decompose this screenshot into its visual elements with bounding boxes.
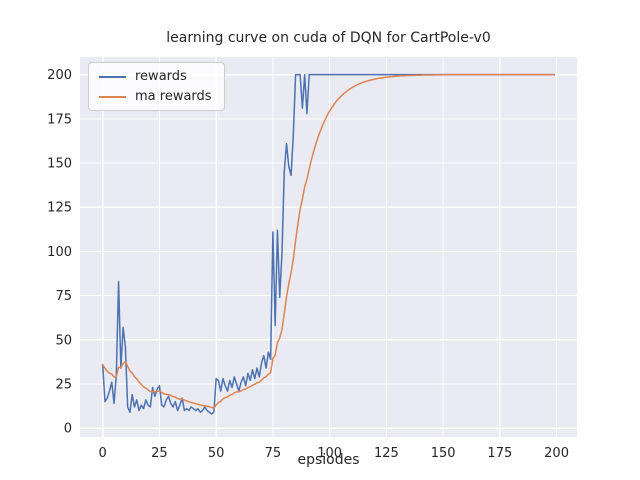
x-tick-label: 200: [544, 446, 569, 461]
legend-item-rewards: rewards: [99, 70, 212, 83]
x-tick-label: 125: [374, 446, 399, 461]
y-tick-label: 25: [55, 377, 72, 392]
x-tick-label: 0: [99, 446, 107, 461]
legend-item-ma-rewards: ma rewards: [99, 90, 212, 103]
legend-line-swatch-ma-rewards: [99, 95, 126, 98]
legend-label-ma-rewards: ma rewards: [135, 89, 212, 104]
x-tick-label: 100: [317, 446, 342, 461]
x-tick-label: 150: [431, 446, 456, 461]
y-tick-label: 150: [47, 157, 72, 172]
x-tick-label: 50: [208, 446, 225, 461]
series-line-ma-rewards: [101, 73, 556, 409]
legend-line-swatch-rewards: [99, 75, 126, 78]
y-tick-label: 100: [47, 245, 72, 260]
y-tick-label: 200: [47, 68, 72, 83]
legend: rewards ma rewards: [88, 62, 225, 111]
y-tick-label: 50: [55, 333, 72, 348]
x-tick-label: 25: [151, 446, 168, 461]
x-axis-label: epsiodes: [297, 452, 360, 468]
chart-title: learning curve on cuda of DQN for CartPo…: [166, 30, 491, 46]
plot-background: [80, 57, 577, 437]
y-tick-label: 0: [64, 422, 72, 437]
y-tick-label: 75: [55, 289, 72, 304]
y-tick-label: 175: [47, 112, 72, 127]
x-tick-label: 75: [265, 446, 282, 461]
x-tick-label: 175: [487, 446, 512, 461]
legend-label-rewards: rewards: [135, 69, 187, 84]
y-tick-label: 125: [47, 201, 72, 216]
